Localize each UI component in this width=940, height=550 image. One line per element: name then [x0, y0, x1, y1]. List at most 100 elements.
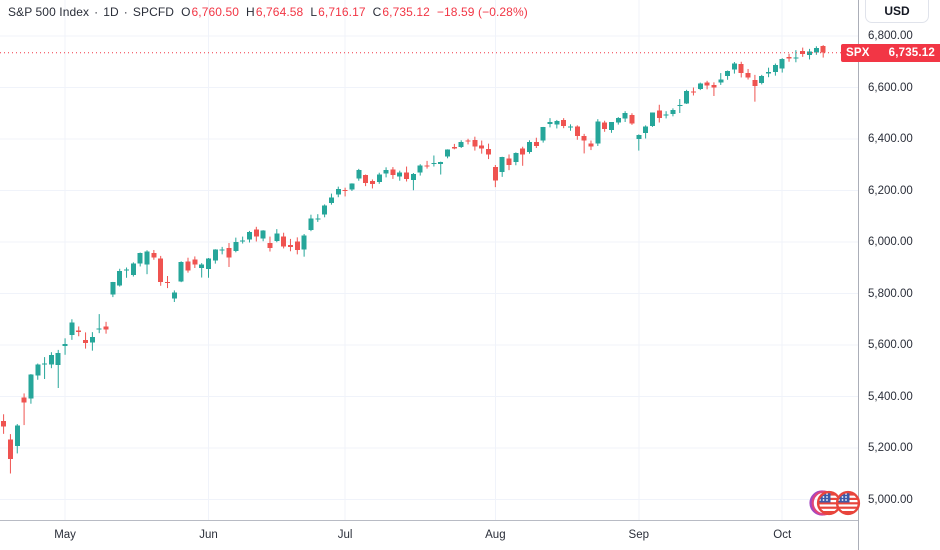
candle-body — [574, 126, 580, 137]
change-readout: −18.59 (−0.28%) — [436, 5, 528, 19]
candle-body — [322, 205, 328, 215]
price-tick-label: 6,000.00 — [868, 236, 913, 248]
candle-body — [540, 127, 546, 141]
price-axis[interactable]: USD 6,800.00 6,600.00 6,400.00 6,200.00 6,00… — [858, 0, 940, 550]
candle-body — [527, 141, 533, 152]
candle-body — [158, 258, 164, 282]
candle-body — [472, 140, 478, 147]
candle-body — [492, 167, 498, 181]
candle-body — [745, 72, 751, 78]
candle-body — [110, 282, 116, 295]
chart-canvas[interactable] — [0, 0, 858, 520]
candle-body — [383, 169, 389, 174]
candle-body — [233, 242, 239, 252]
candle-body — [615, 118, 621, 123]
candle-body — [588, 143, 594, 147]
candle-body — [42, 363, 48, 365]
candle-body — [629, 114, 635, 124]
candle-body — [89, 337, 95, 343]
symbol-title[interactable]: S&P 500 Index — [8, 5, 90, 19]
candle-body — [185, 261, 191, 271]
candle-body — [649, 112, 655, 127]
candle-body — [718, 79, 724, 83]
price-tick-label: 5,200.00 — [868, 442, 913, 454]
candle-body — [725, 71, 731, 77]
candle-body — [417, 165, 423, 173]
candle-body — [274, 233, 280, 241]
candle-body — [35, 364, 41, 376]
badge-price: 6,735.12 — [888, 47, 935, 59]
legend-separator-dot: · — [94, 5, 99, 19]
candle-body — [130, 263, 136, 276]
candle-body — [793, 57, 799, 59]
candle-body — [458, 141, 464, 147]
candle-body — [165, 282, 171, 284]
candle-body — [479, 145, 485, 149]
candle-body — [349, 183, 355, 190]
candle-body — [7, 439, 13, 459]
candle-body — [656, 110, 662, 119]
price-tick-label: 5,600.00 — [868, 339, 913, 351]
candle-body — [807, 51, 813, 56]
candle-body — [547, 122, 553, 124]
candle-body — [294, 241, 300, 251]
us-flag-icon-right — [835, 490, 861, 516]
exchange-label[interactable]: SPCFD — [132, 5, 175, 19]
month-label: Jun — [199, 529, 218, 541]
candle-body — [212, 249, 218, 261]
candle-body — [55, 352, 61, 366]
month-label: Jul — [337, 529, 353, 541]
price-tick-label: 5,000.00 — [868, 493, 913, 506]
candle-body — [287, 244, 293, 247]
candle-body — [137, 252, 143, 264]
candle-body — [445, 149, 451, 157]
candle-body — [301, 235, 307, 250]
candle-body — [567, 126, 573, 128]
us-flag-icon-left — [816, 490, 842, 516]
candle-body — [267, 243, 273, 248]
close-readout: C 6,735.12 — [372, 5, 430, 19]
badge-symbol: SPX — [846, 47, 870, 59]
candle-body — [506, 158, 512, 166]
candle-body — [731, 63, 737, 70]
candle-body — [486, 148, 492, 155]
candle-body — [219, 249, 225, 251]
candle-body — [369, 181, 375, 184]
legend-separator-dot: · — [123, 5, 128, 19]
candle-body — [199, 264, 205, 269]
candle-body — [465, 140, 471, 142]
candle-body — [410, 174, 416, 181]
candle-body — [431, 163, 437, 165]
candle-body — [451, 147, 457, 149]
candle-body — [76, 330, 82, 333]
candle-body — [144, 251, 150, 265]
candle-body — [253, 229, 259, 237]
candle-body — [813, 47, 819, 53]
high-readout: H 6,764.58 — [246, 5, 304, 19]
price-tick-label: 5,800.00 — [868, 287, 913, 300]
candle-body — [14, 425, 20, 447]
month-label: May — [54, 529, 76, 541]
candle-body — [315, 218, 321, 220]
candle-body — [376, 174, 382, 183]
candle-body — [62, 343, 68, 346]
candle-body — [356, 170, 362, 179]
candle-body — [83, 340, 89, 344]
candle-body — [595, 121, 601, 144]
candle-body — [820, 46, 826, 53]
symbol-legend: S&P 500 Index · 1D · SPCFD O 6,760.50 H 6,… — [8, 5, 528, 19]
price-tick-label: 6,600.00 — [868, 81, 913, 94]
price-tick-label: 6,800.00 — [868, 30, 913, 42]
candle-body — [335, 189, 341, 195]
month-label: Sep — [628, 529, 650, 541]
candle-body — [704, 82, 710, 86]
interval-label[interactable]: 1D — [103, 5, 119, 19]
candle-body — [690, 91, 696, 93]
candle-body — [1, 420, 7, 427]
candle-body — [28, 374, 34, 399]
candle-body — [308, 218, 314, 231]
time-axis[interactable]: May Jun Jul Aug Sep Oct — [0, 520, 940, 550]
candle-body — [499, 157, 505, 172]
candle-body — [636, 135, 642, 139]
candle-body — [663, 114, 669, 116]
